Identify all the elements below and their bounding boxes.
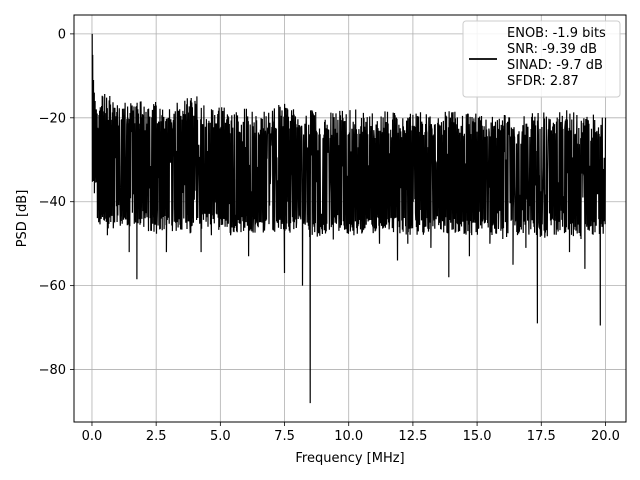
legend-entry: ENOB: -1.9 bits: [507, 26, 606, 41]
y-tick-label: −60: [39, 279, 66, 294]
x-tick-label: 7.5: [274, 429, 295, 444]
legend-entry: SINAD: -9.7 dB: [507, 58, 603, 73]
legend-entry: SFDR: 2.87: [507, 74, 579, 89]
x-tick-label: 12.5: [398, 429, 427, 444]
legend-box: [462, 20, 621, 98]
x-tick-label: 17.5: [527, 429, 556, 444]
y-tick-label: −80: [39, 363, 66, 378]
x-tick-label: 15.0: [463, 429, 492, 444]
x-axis-label: Frequency [MHz]: [295, 451, 404, 466]
x-tick-label: 0.0: [82, 429, 103, 444]
y-axis-label: PSD [dB]: [15, 190, 30, 248]
psd-trace: [91, 33, 607, 404]
x-tick-label: 10.0: [334, 429, 363, 444]
y-tick-label: −20: [39, 111, 66, 126]
plot-area: [91, 33, 607, 404]
x-tick-label: 5.0: [210, 429, 231, 444]
x-tick-label: 2.5: [146, 429, 167, 444]
y-tick-label: −40: [39, 195, 66, 210]
x-tick-label: 20.0: [591, 429, 620, 444]
y-axis-ticks: 0 −20 −40 −60 −80: [39, 27, 74, 378]
x-axis-ticks: 0.0 2.5 5.0 7.5 10.0 12.5 15.0 17.5 20.0: [82, 422, 620, 444]
y-tick-label: 0: [58, 27, 66, 42]
axes-frame: [73, 14, 627, 423]
legend-entry: SNR: -9.39 dB: [507, 42, 597, 57]
